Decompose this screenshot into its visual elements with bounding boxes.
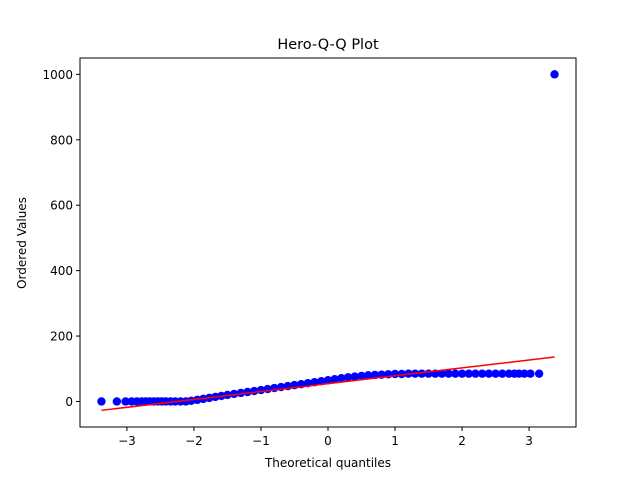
x-tick-label: 0 [324, 434, 332, 448]
x-tick-label: 3 [525, 434, 533, 448]
data-point [484, 369, 494, 378]
y-tick-label: 200 [50, 330, 73, 344]
data-point [236, 388, 246, 398]
x-tick-label: −1 [252, 434, 270, 448]
plot-area [97, 70, 559, 412]
y-tick-label: 400 [50, 264, 73, 278]
data-point [534, 369, 544, 378]
data-point [526, 369, 535, 378]
x-tick-label: 1 [391, 434, 399, 448]
fit-line [101, 356, 555, 412]
data-point [364, 371, 373, 380]
data-point [437, 369, 447, 378]
data-point [457, 369, 467, 378]
data-point [451, 369, 460, 378]
data-point [112, 397, 122, 406]
data-point [121, 397, 130, 406]
data-point [550, 70, 559, 79]
data-point [317, 377, 326, 386]
data-point [464, 369, 473, 378]
data-point [97, 397, 106, 406]
data-point [357, 371, 366, 381]
y-tick-label: 1000 [42, 68, 73, 82]
x-tick-label: 2 [458, 434, 466, 448]
chart-title: Hero-Q-Q Plot [277, 37, 379, 53]
data-point [471, 369, 480, 378]
y-tick-label: 600 [50, 199, 73, 213]
data-point [477, 369, 487, 378]
y-tick-label: 0 [65, 395, 73, 409]
axes-frame [79, 57, 577, 428]
data-point [520, 369, 529, 378]
x-tick-label: −2 [185, 434, 203, 448]
data-point [343, 373, 353, 382]
data-point [444, 369, 453, 378]
ticks: −3 −2 −1 0 1 2 3 0 200 400 600 800 1000 [42, 68, 532, 448]
x-tick-label: −3 [118, 434, 136, 448]
y-axis-label: Ordered Values [15, 197, 29, 289]
data-point [397, 369, 406, 379]
data-point [417, 369, 427, 378]
data-point [498, 369, 507, 378]
data-point [337, 374, 346, 383]
data-point [350, 372, 360, 381]
x-axis-label: Theoretical quantiles [264, 456, 391, 470]
y-tick-label: 800 [50, 133, 73, 147]
data-point [330, 375, 339, 384]
data-point [370, 370, 380, 380]
data-point [491, 369, 500, 378]
data-point [323, 376, 333, 385]
